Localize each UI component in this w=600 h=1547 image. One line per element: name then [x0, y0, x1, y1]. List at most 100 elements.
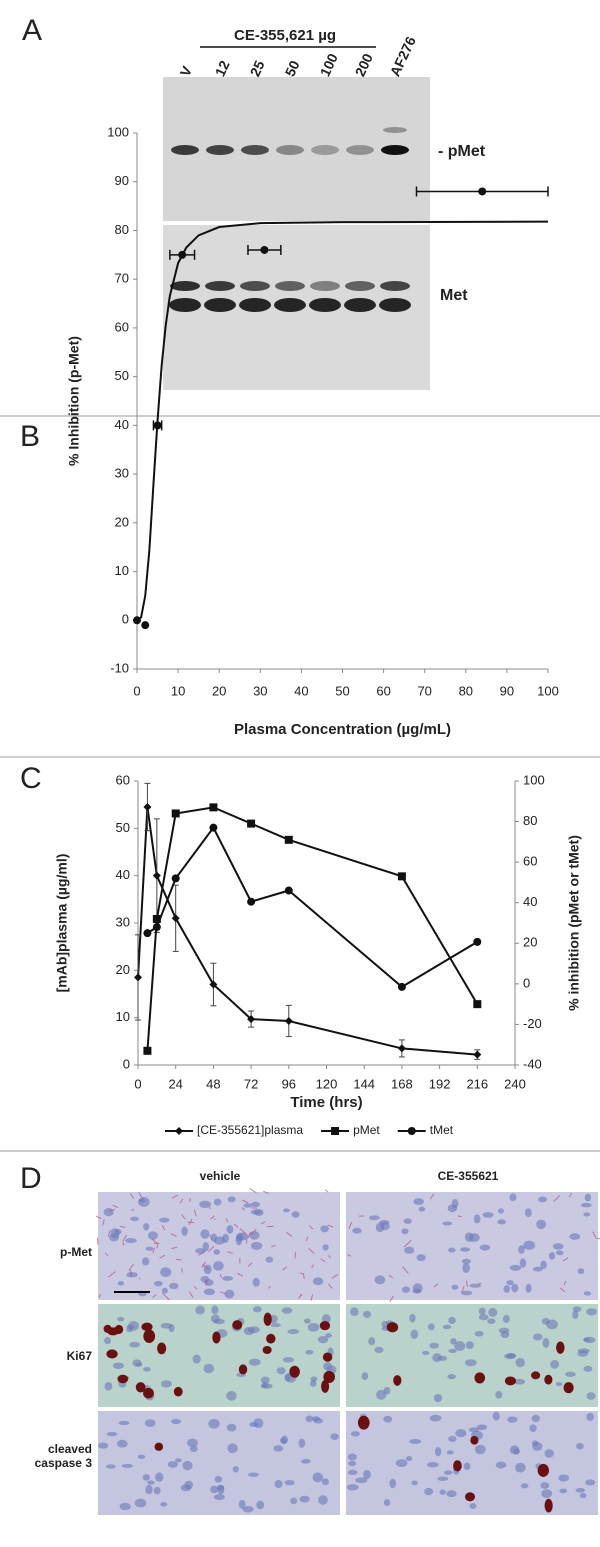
- nucleus: [284, 1479, 295, 1486]
- nucleus: [290, 1497, 298, 1505]
- nucleus: [437, 1476, 449, 1481]
- y2-tick-label: 100: [523, 772, 545, 787]
- y-tick-label: 20: [116, 962, 130, 977]
- nucleus: [383, 1499, 391, 1507]
- membrane-stain: [324, 1189, 329, 1193]
- nucleus: [363, 1469, 371, 1480]
- y2-axis-title: % inhibition (pMet or tMet): [566, 835, 582, 1011]
- nucleus: [474, 1330, 484, 1337]
- membrane-stain: [210, 1215, 215, 1220]
- nucleus: [213, 1493, 225, 1501]
- nucleus: [129, 1341, 140, 1348]
- membrane-stain: [237, 1272, 244, 1277]
- nucleus: [226, 1390, 237, 1401]
- nucleus: [134, 1498, 147, 1508]
- nucleus: [410, 1329, 419, 1339]
- nucleus: [482, 1212, 494, 1218]
- legend-label: [CE-355621]plasma: [197, 1123, 303, 1137]
- stained-nucleus: [238, 1364, 248, 1375]
- nucleus: [536, 1219, 547, 1230]
- x-tick-label: 30: [253, 683, 267, 698]
- nucleus: [117, 1317, 125, 1322]
- nucleus: [529, 1424, 537, 1432]
- nucleus: [195, 1248, 206, 1254]
- nucleus: [222, 1275, 234, 1281]
- membrane-stain: [152, 1294, 157, 1298]
- band: [344, 298, 376, 312]
- nucleus: [355, 1477, 368, 1484]
- stained-nucleus: [464, 1492, 476, 1502]
- membrane-stain: [219, 1273, 222, 1278]
- nucleus: [492, 1411, 500, 1421]
- nucleus: [119, 1502, 131, 1511]
- nucleus: [416, 1254, 426, 1262]
- lane-label: 100: [317, 51, 341, 79]
- nucleus: [540, 1260, 547, 1270]
- band: [205, 281, 235, 291]
- nucleus: [144, 1419, 156, 1427]
- band: [240, 281, 270, 291]
- marker: [397, 982, 406, 991]
- nucleus: [160, 1380, 172, 1388]
- nucleus: [242, 1505, 254, 1513]
- membrane-stain: [595, 1237, 600, 1240]
- lane-label: AF276: [387, 34, 419, 79]
- nucleus: [130, 1216, 139, 1222]
- membrane-stain: [328, 1283, 333, 1289]
- nucleus: [117, 1281, 125, 1286]
- membrane-stain: [156, 1244, 159, 1249]
- membrane-stain: [241, 1199, 249, 1204]
- nucleus: [199, 1200, 212, 1209]
- nucleus: [321, 1314, 331, 1324]
- nucleus: [465, 1341, 474, 1349]
- nucleus: [126, 1326, 134, 1333]
- membrane-stain: [193, 1286, 198, 1290]
- membrane-stain: [308, 1248, 315, 1254]
- y2-tick-label: -20: [523, 1016, 542, 1031]
- nucleus: [506, 1280, 514, 1286]
- stained-nucleus: [453, 1460, 462, 1472]
- stained-nucleus: [386, 1322, 399, 1333]
- nucleus: [404, 1246, 415, 1254]
- nucleus: [443, 1470, 453, 1475]
- nucleus: [213, 1198, 222, 1206]
- membrane-stain: [108, 1271, 116, 1278]
- nucleus: [350, 1431, 360, 1437]
- x-tick-label: 100: [537, 683, 559, 698]
- band: [276, 145, 304, 155]
- nucleus: [442, 1221, 453, 1226]
- panel-label: C: [20, 762, 42, 795]
- nucleus: [460, 1290, 473, 1296]
- nucleus: [142, 1474, 151, 1481]
- nucleus: [235, 1235, 243, 1246]
- nucleus: [488, 1307, 498, 1317]
- nucleus: [347, 1453, 358, 1461]
- nucleus: [460, 1247, 471, 1252]
- marker: [209, 823, 218, 832]
- series-line: [137, 806, 478, 1056]
- marker: [247, 1015, 256, 1024]
- nucleus: [413, 1198, 424, 1206]
- nucleus: [346, 1484, 359, 1491]
- nucleus: [503, 1285, 510, 1293]
- membrane-stain: [129, 1270, 133, 1277]
- nucleus: [171, 1418, 182, 1425]
- stained-nucleus: [393, 1375, 402, 1386]
- nucleus: [418, 1206, 426, 1212]
- nucleus: [409, 1313, 416, 1323]
- nucleus: [403, 1218, 412, 1224]
- nucleus: [253, 1418, 264, 1429]
- nucleus: [252, 1306, 262, 1313]
- y-tick-label: 60: [116, 772, 130, 787]
- nucleus: [541, 1489, 553, 1498]
- nucleus: [182, 1460, 193, 1471]
- nucleus: [320, 1225, 329, 1233]
- nucleus: [211, 1305, 219, 1315]
- stained-nucleus: [537, 1463, 549, 1477]
- stained-nucleus: [504, 1376, 516, 1386]
- micrograph: [98, 1192, 340, 1300]
- membrane-stain: [563, 1280, 567, 1286]
- lane-label: 12: [212, 58, 233, 79]
- membrane-stain: [233, 1223, 239, 1228]
- nucleus: [450, 1337, 457, 1345]
